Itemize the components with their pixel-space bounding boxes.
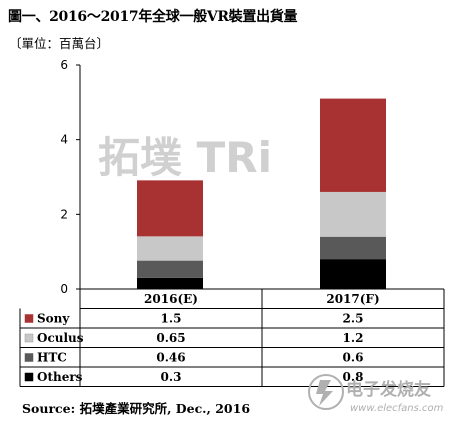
- watermark-text: 拓墣 TRi: [98, 133, 272, 182]
- legend-label-htc: HTC: [37, 351, 67, 365]
- chart-title: 圖一、2016～2017年全球一般VR裝置出貨量: [8, 9, 298, 25]
- watermark-logo: 拓墣 TRi: [98, 133, 272, 182]
- y-tick-label: 6: [60, 58, 68, 72]
- table-cell-sony-1: 2.5: [343, 312, 364, 326]
- bars-layer: [137, 98, 386, 289]
- bar-sony-1: [320, 98, 386, 192]
- table-cell-others-0: 0.3: [161, 370, 182, 384]
- table-cell-oculus-0: 0.65: [156, 331, 185, 345]
- y-tick-label: 4: [60, 133, 68, 147]
- elecfans-logo: 电子发烧友 www.elecfans.com: [308, 374, 444, 414]
- y-axis: 0 2 4 6: [60, 58, 81, 296]
- table-cell-others-1: 0.8: [343, 370, 364, 384]
- logo-url: www.elecfans.com: [350, 403, 444, 414]
- table-cell-htc-1: 0.6: [343, 351, 364, 365]
- legend-swatch-htc: [24, 353, 34, 362]
- table-header-1: 2017(F): [326, 292, 379, 306]
- legend-swatch-sony: [24, 314, 34, 323]
- bar-htc-0: [137, 260, 203, 278]
- logo-circle-icon: [308, 374, 344, 410]
- legend-swatch-others: [24, 372, 34, 382]
- logo-bolt-icon: [316, 380, 333, 406]
- legend-label-others: Others: [37, 370, 83, 384]
- table-cell-oculus-1: 1.2: [343, 331, 364, 345]
- legend-label-oculus: Oculus: [37, 331, 84, 345]
- data-table: 2016(E) 2017(F) Sony 1.5 2.5 Oculus 0.65 1.2 HTC…: [19, 288, 445, 387]
- unit-label: 〔單位：百萬台〕: [9, 36, 110, 51]
- bar-oculus-0: [137, 236, 203, 261]
- source-note: Source: 拓墣產業研究所, Dec., 2016: [22, 401, 251, 416]
- bar-others-1: [320, 259, 386, 289]
- y-tick-label: 0: [60, 282, 68, 296]
- bar-htc-1: [320, 236, 386, 260]
- bar-others-0: [137, 277, 203, 289]
- table-header-0: 2016(E): [144, 292, 198, 306]
- bar-sony-0: [137, 180, 203, 237]
- table-cell-sony-0: 1.5: [161, 312, 182, 326]
- bar-oculus-1: [320, 191, 386, 237]
- logo-text: 电子发烧友: [346, 379, 431, 400]
- y-tick-label: 2: [60, 207, 68, 221]
- legend-swatch-oculus: [24, 333, 34, 343]
- legend-label-sony: Sony: [37, 312, 70, 326]
- table-cell-htc-0: 0.46: [156, 351, 185, 365]
